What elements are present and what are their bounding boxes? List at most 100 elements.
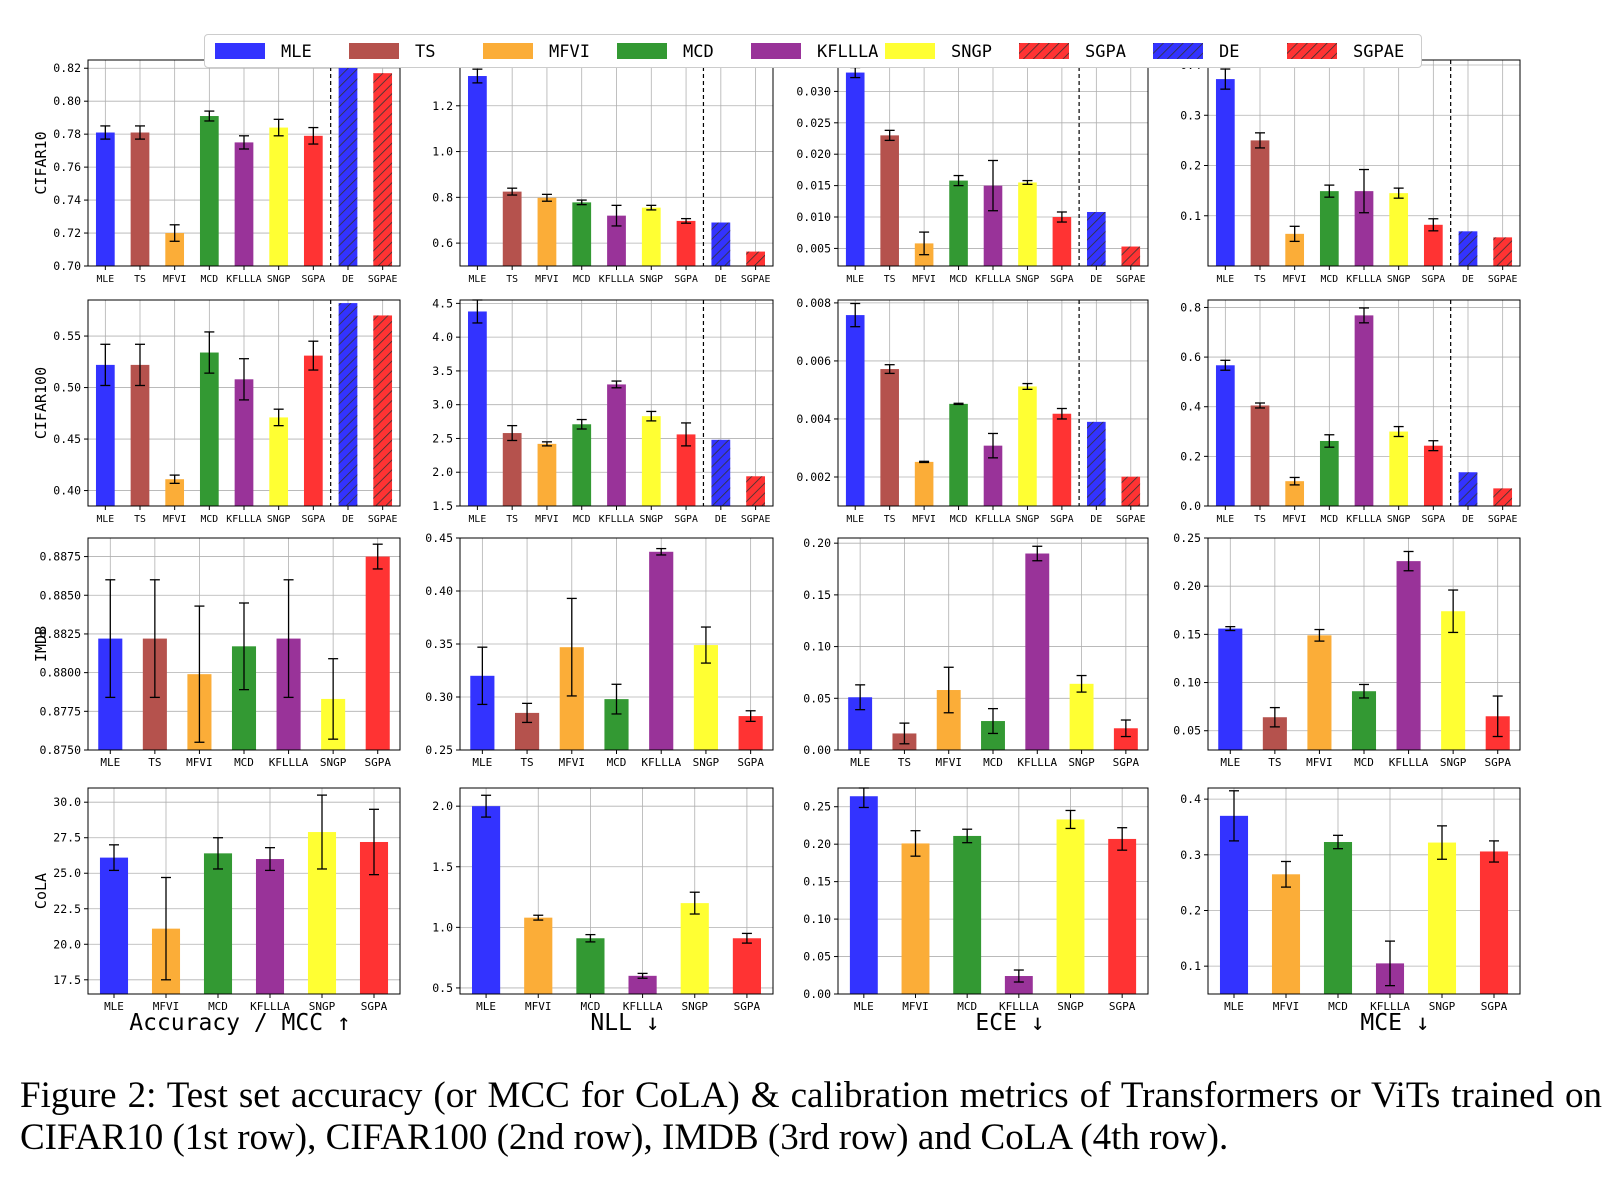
tick-label-y: 0.025 — [796, 116, 831, 130]
tick-label-y: 0.20 — [803, 536, 831, 550]
bar-hatch-sgpae — [373, 73, 393, 267]
bar-sngp — [1441, 611, 1466, 750]
chart-panel-12: 17.5 20.0 22.5 25.0 27.5 30.0 MLE MFVI MCD KFLLLA… — [32, 787, 401, 1013]
tick-label-y: 0.030 — [796, 84, 831, 98]
tick-label-y: 0.2 — [1180, 903, 1201, 917]
bar-hatch-de — [711, 439, 731, 506]
bar-sngp — [641, 416, 661, 506]
bar-hatch-de — [1458, 472, 1478, 506]
tick-label-x: MFVI — [186, 756, 213, 769]
tick-label-y: 0.1 — [1180, 209, 1201, 223]
tick-label-y: 1.0 — [432, 145, 453, 159]
legend-swatch — [885, 43, 935, 59]
tick-label-x: MFVI — [559, 756, 586, 769]
tick-label-x: MCD — [573, 514, 591, 525]
tick-label-x: MCD — [950, 274, 968, 285]
bar-kfllla — [234, 379, 254, 506]
tick-label-x: MCD — [234, 756, 254, 769]
tick-label-x: SGPA — [1422, 514, 1446, 525]
tick-label-x: MLE — [1220, 756, 1240, 769]
tick-label-y: 0.6 — [432, 236, 453, 250]
bar-mcd — [199, 352, 219, 506]
bar-mle — [467, 76, 487, 267]
tick-label-y: 0.05 — [803, 691, 831, 705]
tick-label-x: SNGP — [1429, 1000, 1456, 1013]
tick-label-y: 25.0 — [53, 866, 81, 880]
chart-panel-9: 0.25 0.30 0.35 0.40 0.45 MLE TS MFVI MCD KFLLLA SN… — [425, 531, 774, 769]
chart-panel-10: 0.00 0.05 0.10 0.15 0.20 MLE TS MFVI MCD KFLLLA SN… — [803, 536, 1149, 769]
tick-label-x: MLE — [469, 274, 487, 285]
tick-label-x: SNGP — [682, 1000, 709, 1013]
bar-mcd — [203, 853, 233, 994]
bar-kfllla — [1354, 191, 1374, 266]
bar-sgpa — [1479, 851, 1509, 994]
bar-ts — [880, 369, 899, 506]
tick-label-x: KFLLLA — [1370, 1000, 1410, 1013]
tick-label-x: MCD — [607, 756, 627, 769]
chart-panel-7: 0.0 0.2 0.4 0.6 0.8 MLE TS MFVI MCD KFLLLA SNGP SGP… — [1180, 299, 1521, 525]
bar-mfvi — [901, 843, 930, 994]
tick-label-x: SNGP — [1387, 514, 1411, 525]
bar-mle — [849, 796, 878, 994]
tick-label-x: TS — [148, 756, 161, 769]
bar-sngp — [1069, 683, 1094, 750]
tick-label-x: KFLLLA — [975, 514, 1010, 525]
tick-label-x: MCD — [957, 1000, 977, 1013]
tick-label-y: 1.0 — [432, 920, 453, 934]
tick-label-x: MCD — [580, 1000, 600, 1013]
bar-mcd — [949, 180, 968, 266]
tick-label-y: 4.5 — [432, 296, 453, 310]
tick-label-y: 0.15 — [803, 588, 831, 602]
legend-swatch — [349, 43, 399, 59]
bar-sngp — [680, 903, 709, 994]
bar-mle — [1218, 628, 1243, 750]
bar-mle — [1215, 79, 1235, 266]
tick-label-y: 0.70 — [53, 259, 81, 273]
tick-label-y: 0.15 — [1173, 627, 1201, 641]
bar-ts — [502, 433, 522, 506]
tick-label-x: MCD — [200, 514, 218, 525]
bar-mcd — [576, 938, 605, 994]
tick-label-y: 4.0 — [432, 330, 453, 344]
tick-label-x: KFLLLA — [226, 274, 261, 285]
tick-label-x: TS — [884, 514, 896, 525]
tick-label-y: 0.8750 — [39, 743, 81, 757]
tick-label-y: 0.35 — [425, 637, 453, 651]
legend-swatch — [1153, 43, 1203, 59]
tick-label-x: SNGP — [267, 514, 291, 525]
bar-sngp — [1018, 182, 1037, 266]
tick-label-y: 0.008 — [796, 296, 831, 310]
tick-label-x: TS — [1254, 274, 1266, 285]
tick-label-y: 0.010 — [796, 210, 831, 224]
tick-label-y: 3.0 — [432, 398, 453, 412]
tick-label-x: MFVI — [535, 514, 559, 525]
bar-hatch-de — [1087, 421, 1106, 506]
plot-frame — [459, 299, 774, 507]
tick-label-x: SNGP — [1440, 756, 1467, 769]
tick-label-y: 0.40 — [425, 584, 453, 598]
tick-label-y: 0.8875 — [39, 550, 81, 564]
tick-label-x: SNGP — [693, 756, 720, 769]
bar-sgpa — [1052, 413, 1072, 506]
axis-label-y: CoLA — [32, 873, 50, 909]
chart-panel-0: 0.70 0.72 0.74 0.76 0.78 0.80 0.82 MLE TS MFVI MCD… — [32, 59, 401, 285]
bar-mfvi — [914, 461, 934, 506]
bar-ts — [1250, 140, 1270, 266]
tick-label-y: 0.25 — [425, 743, 453, 757]
tick-label-x: SGPAE — [1488, 274, 1518, 285]
legend-label: SNGP — [951, 42, 992, 62]
tick-label-y: 0.50 — [53, 381, 81, 395]
bar-hatch-sgpae — [1121, 476, 1141, 506]
bar-hatch-de — [338, 303, 358, 506]
tick-label-y: 0.10 — [1173, 676, 1201, 690]
chart-panel-11: 0.05 0.10 0.15 0.20 0.25 MLE TS MFVI MCD KFLLLA SN… — [1173, 531, 1521, 769]
bar-kfllla — [983, 185, 1003, 266]
axis-label-y: IMDB — [32, 626, 50, 662]
bar-sgpa — [1108, 838, 1137, 994]
tick-label-x: MLE — [476, 1000, 496, 1013]
legend-label: TS — [415, 42, 436, 62]
tick-label-y: 2.0 — [432, 465, 453, 479]
bar-hatch-de — [338, 63, 358, 266]
bar-ts — [1250, 405, 1270, 506]
legend-swatch — [483, 43, 533, 59]
